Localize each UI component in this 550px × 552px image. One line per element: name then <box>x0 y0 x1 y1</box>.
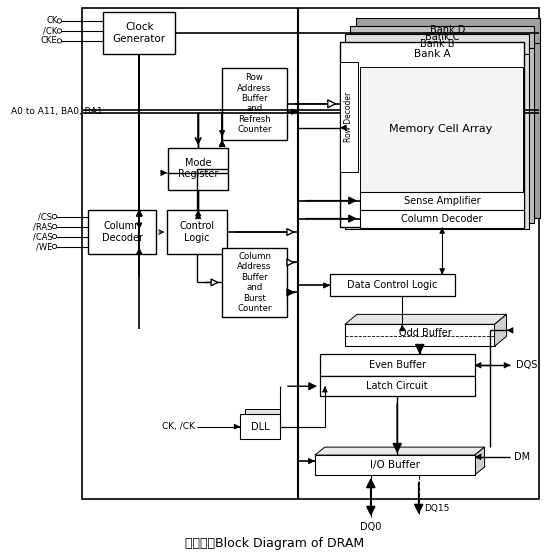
Text: Memory Cell Array: Memory Cell Array <box>389 124 493 134</box>
Bar <box>222 68 287 140</box>
Text: 《圖二〉Block Diagram of DRAM: 《圖二〉Block Diagram of DRAM <box>185 538 365 550</box>
Polygon shape <box>345 315 507 325</box>
Bar <box>340 62 358 172</box>
Circle shape <box>52 224 57 229</box>
Bar <box>240 414 280 439</box>
Bar <box>356 43 541 217</box>
Bar <box>360 210 525 227</box>
Text: A0 to A11, BA0, BA1: A0 to A11, BA0, BA1 <box>10 107 102 116</box>
Text: CK: CK <box>46 17 57 25</box>
Text: Latch Circuit: Latch Circuit <box>366 381 428 391</box>
Text: DM: DM <box>514 452 530 462</box>
Text: DQS: DQS <box>515 360 537 370</box>
Text: DQ15: DQ15 <box>424 505 449 513</box>
Text: Column Decoder: Column Decoder <box>402 214 483 224</box>
Text: Column
Address
Buffer
and
Burst
Counter: Column Address Buffer and Burst Counter <box>237 252 272 313</box>
Bar <box>345 325 494 346</box>
Text: Row
Address
Buffer
and
Refresh
Counter: Row Address Buffer and Refresh Counter <box>237 73 272 134</box>
Text: Control
Logic: Control Logic <box>180 221 214 243</box>
Text: Column
Decoder: Column Decoder <box>102 221 143 243</box>
Bar <box>340 42 525 226</box>
Text: Odd Buffer: Odd Buffer <box>399 328 452 338</box>
Text: /CK: /CK <box>43 26 57 35</box>
Text: Bank C: Bank C <box>425 32 459 42</box>
Text: DQ0: DQ0 <box>360 522 382 532</box>
Bar <box>320 354 475 376</box>
Bar <box>167 210 227 254</box>
Text: CKE: CKE <box>41 36 57 45</box>
Circle shape <box>52 235 57 238</box>
Bar <box>360 67 522 192</box>
Text: /CAS: /CAS <box>32 232 52 241</box>
Polygon shape <box>475 447 485 475</box>
Bar <box>345 34 530 54</box>
Text: Bank D: Bank D <box>431 25 466 35</box>
Bar <box>103 12 175 54</box>
Text: /CS: /CS <box>39 212 52 221</box>
Text: Row Decoder: Row Decoder <box>344 92 353 142</box>
Bar <box>350 48 535 222</box>
Bar <box>350 26 535 48</box>
Text: DLL: DLL <box>251 422 270 432</box>
Circle shape <box>57 29 62 33</box>
Text: Even Buffer: Even Buffer <box>368 360 426 370</box>
Bar <box>82 8 540 499</box>
Bar <box>345 54 530 229</box>
Polygon shape <box>494 315 507 346</box>
Bar <box>360 192 525 210</box>
Text: Data Control Logic: Data Control Logic <box>347 280 437 290</box>
Text: Clock
Generator: Clock Generator <box>113 22 166 44</box>
Bar <box>245 409 280 417</box>
Bar <box>222 247 287 317</box>
Text: I/O Buffer: I/O Buffer <box>370 460 420 470</box>
Text: Sense Amplifier: Sense Amplifier <box>404 195 481 205</box>
Text: /RAS: /RAS <box>33 222 52 231</box>
Text: Bank A: Bank A <box>414 49 450 59</box>
Bar <box>89 210 156 254</box>
Bar <box>315 455 475 475</box>
Circle shape <box>57 19 62 23</box>
Bar <box>168 148 228 190</box>
Text: /WE: /WE <box>36 242 52 251</box>
Circle shape <box>57 39 62 43</box>
Text: CK, /CK: CK, /CK <box>162 422 195 431</box>
Text: Bank B: Bank B <box>420 39 454 49</box>
Bar <box>320 376 475 396</box>
Circle shape <box>52 245 57 249</box>
Polygon shape <box>315 447 485 455</box>
Bar <box>330 274 455 296</box>
Bar <box>356 18 541 43</box>
Text: Mode
Register: Mode Register <box>178 158 218 179</box>
Circle shape <box>52 214 57 219</box>
